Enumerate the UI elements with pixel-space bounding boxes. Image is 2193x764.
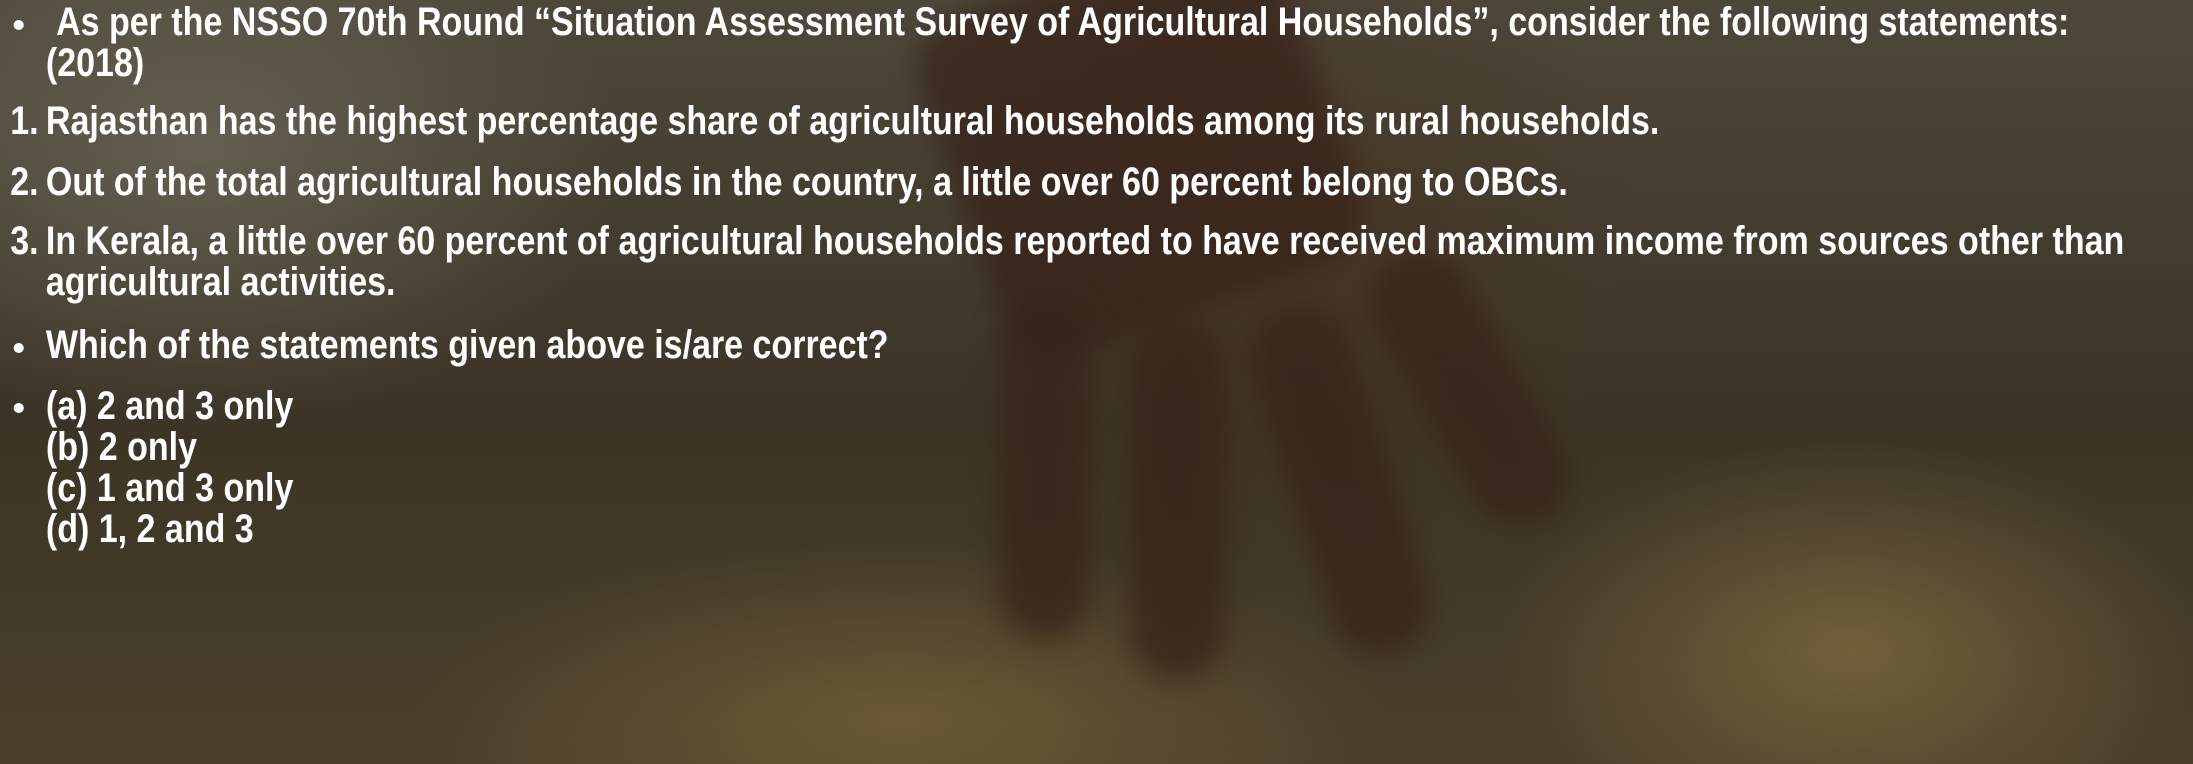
question: Which of the statements given above is/a… xyxy=(46,325,2171,366)
statement-text: In Kerala, a little over 60 percent of a… xyxy=(46,221,2188,303)
statement-number: 3. xyxy=(10,221,38,262)
statement-number: 2. xyxy=(10,162,38,203)
bullet xyxy=(14,20,24,30)
statement-text: Out of the total agricultural households… xyxy=(46,162,2171,203)
option: (a) 2 and 3 only xyxy=(46,386,2171,427)
statement-text: Rajasthan has the highest percentage sha… xyxy=(46,101,2171,142)
option: (b) 2 only xyxy=(46,427,2171,468)
bullet xyxy=(14,403,24,413)
option: (c) 1 and 3 only xyxy=(46,468,2171,509)
option: (d) 1, 2 and 3 xyxy=(46,509,2171,550)
options: (a) 2 and 3 only (b) 2 only (c) 1 and 3 … xyxy=(46,386,2171,550)
intro: As per the NSSO 70th Round “Situation As… xyxy=(46,2,2120,84)
statement-number: 1. xyxy=(10,101,38,142)
bullet xyxy=(14,343,24,353)
slide: As per the NSSO 70th Round “Situation As… xyxy=(0,0,2193,764)
